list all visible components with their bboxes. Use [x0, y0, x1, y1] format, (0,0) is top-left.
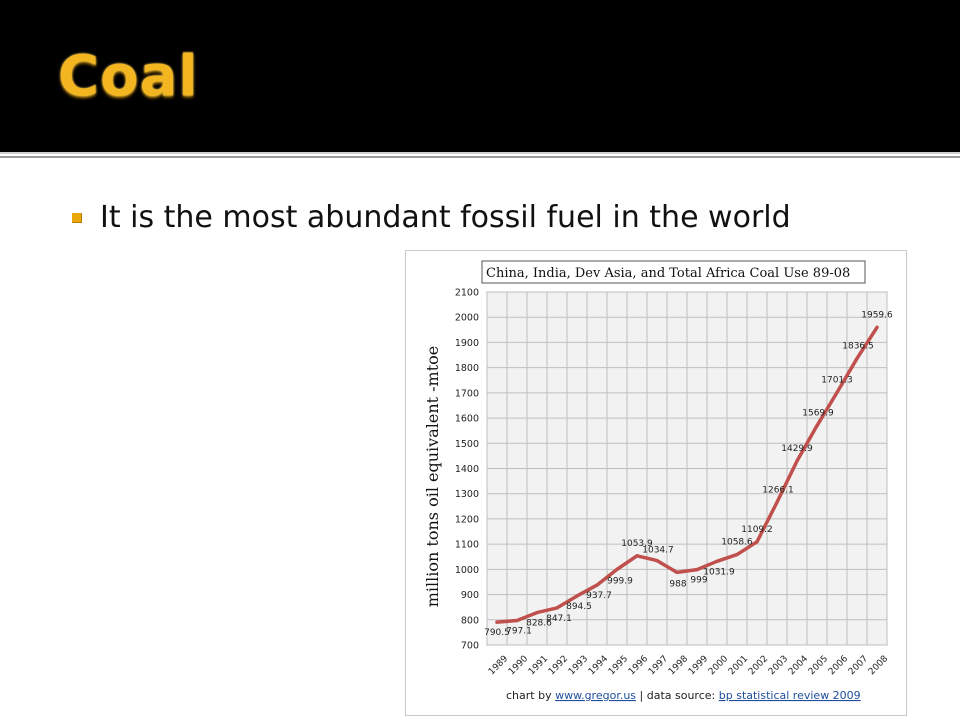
data-point: [795, 459, 799, 463]
data-label: 1836.5: [842, 341, 874, 351]
bullet-item: It is the most abundant fossil fuel in t…: [72, 200, 791, 235]
title-bar: Coal: [0, 0, 960, 152]
y-tick-label: 1600: [455, 414, 479, 425]
footer-separator: | data source:: [636, 689, 719, 702]
x-tick-label: 2007: [847, 654, 870, 677]
data-label: 1034.7: [642, 546, 674, 556]
data-point: [655, 559, 659, 563]
title-divider-gap: [0, 154, 960, 156]
x-tick-label: 1994: [587, 654, 610, 677]
x-tick-label: 2002: [747, 654, 770, 677]
x-tick-label: 2004: [787, 654, 810, 677]
data-label: 790.5: [484, 628, 510, 638]
data-point: [555, 606, 559, 610]
data-label: 988: [669, 579, 686, 589]
footer-site-link[interactable]: www.gregor.us: [555, 689, 636, 702]
data-label: 1429.9: [781, 444, 813, 454]
data-point: [875, 325, 879, 330]
data-point: [815, 424, 819, 428]
data-label: 1109.2: [741, 525, 773, 535]
y-tick-label: 2100: [455, 288, 479, 299]
data-point: [595, 583, 599, 587]
chart-footer: chart by www.gregor.us | data source: bp…: [506, 689, 861, 702]
data-point: [575, 594, 579, 598]
y-tick-label: 1500: [455, 439, 479, 450]
coal-use-chart: China, India, Dev Asia, and Total Africa…: [423, 260, 893, 702]
data-label: 1569.9: [802, 409, 834, 419]
x-tick-label: 1992: [547, 654, 570, 677]
data-point: [855, 356, 859, 361]
x-tick-label: 1999: [687, 654, 710, 677]
y-tick-label: 1200: [455, 514, 479, 525]
y-tick-label: 1000: [455, 565, 479, 576]
data-point: [755, 540, 759, 544]
x-tick-label: 1990: [507, 654, 530, 677]
x-tick-label: 1991: [527, 654, 550, 677]
x-tick-label: 2001: [727, 654, 750, 677]
square-bullet-icon: [72, 212, 82, 223]
y-tick-label: 700: [461, 641, 479, 652]
y-tick-label: 1800: [455, 363, 479, 374]
data-point: [735, 552, 739, 557]
chart-title-box: [481, 260, 866, 284]
data-point: [695, 568, 699, 572]
y-tick-label: 1700: [455, 388, 479, 399]
chart-frame: China, India, Dev Asia, and Total Africa…: [405, 250, 907, 716]
data-point: [535, 610, 539, 615]
x-tick-label: 2005: [807, 654, 830, 677]
x-tick-label: 1997: [647, 654, 670, 677]
x-tick-label: 2006: [827, 654, 850, 677]
chart-title: China, India, Dev Asia, and Total Africa…: [486, 266, 850, 281]
data-point: [515, 618, 519, 623]
bullet-text: It is the most abundant fossil fuel in t…: [100, 200, 791, 235]
y-tick-label: 1400: [455, 464, 479, 475]
x-tick-label: 1998: [667, 654, 690, 677]
data-label: 828.6: [526, 619, 552, 629]
x-tick-label: 1996: [627, 654, 650, 677]
data-label: 1959.6: [861, 310, 893, 320]
data-label: 797.1: [506, 627, 532, 637]
data-label: 937.7: [586, 591, 612, 601]
data-label: 1031.9: [703, 567, 735, 577]
y-tick-label: 900: [461, 590, 479, 601]
data-label: 1266.1: [762, 485, 794, 495]
x-tick-label: 1995: [607, 654, 630, 677]
data-point: [635, 554, 639, 558]
data-label: 894.5: [566, 602, 592, 612]
x-tick-label: 2003: [767, 654, 790, 677]
title-divider-lower: [0, 156, 960, 158]
data-point: [495, 620, 499, 624]
data-label: 1058.6: [721, 538, 753, 548]
data-label: 999.9: [607, 576, 633, 586]
data-point: [775, 500, 779, 504]
y-tick-label: 1300: [455, 489, 479, 500]
data-label: 1701.3: [821, 376, 853, 386]
data-label: 847.1: [546, 614, 572, 624]
x-tick-label: 2000: [707, 654, 730, 677]
y-tick-label: 800: [461, 615, 479, 626]
title-divider: [0, 152, 960, 154]
x-tick-label: 1989: [487, 654, 510, 677]
data-label: 1053.9: [621, 539, 653, 549]
y-axis-label: million tons oil equivalent -mtoe: [423, 346, 442, 608]
data-point: [615, 567, 619, 571]
y-tick-label: 1900: [455, 338, 479, 349]
data-point: [675, 570, 679, 574]
x-tick-label: 1993: [567, 654, 590, 677]
footer-prefix: chart by: [506, 689, 555, 702]
series-line: [495, 325, 879, 624]
y-tick-label: 1100: [455, 540, 479, 551]
footer-source-link[interactable]: bp statistical review 2009: [719, 689, 861, 702]
x-tick-label: 2008: [867, 654, 890, 677]
data-point: [835, 390, 839, 395]
slide-title: Coal: [58, 44, 199, 109]
data-point: [715, 559, 719, 563]
data-label: 999: [690, 576, 707, 586]
y-tick-label: 2000: [455, 313, 479, 324]
